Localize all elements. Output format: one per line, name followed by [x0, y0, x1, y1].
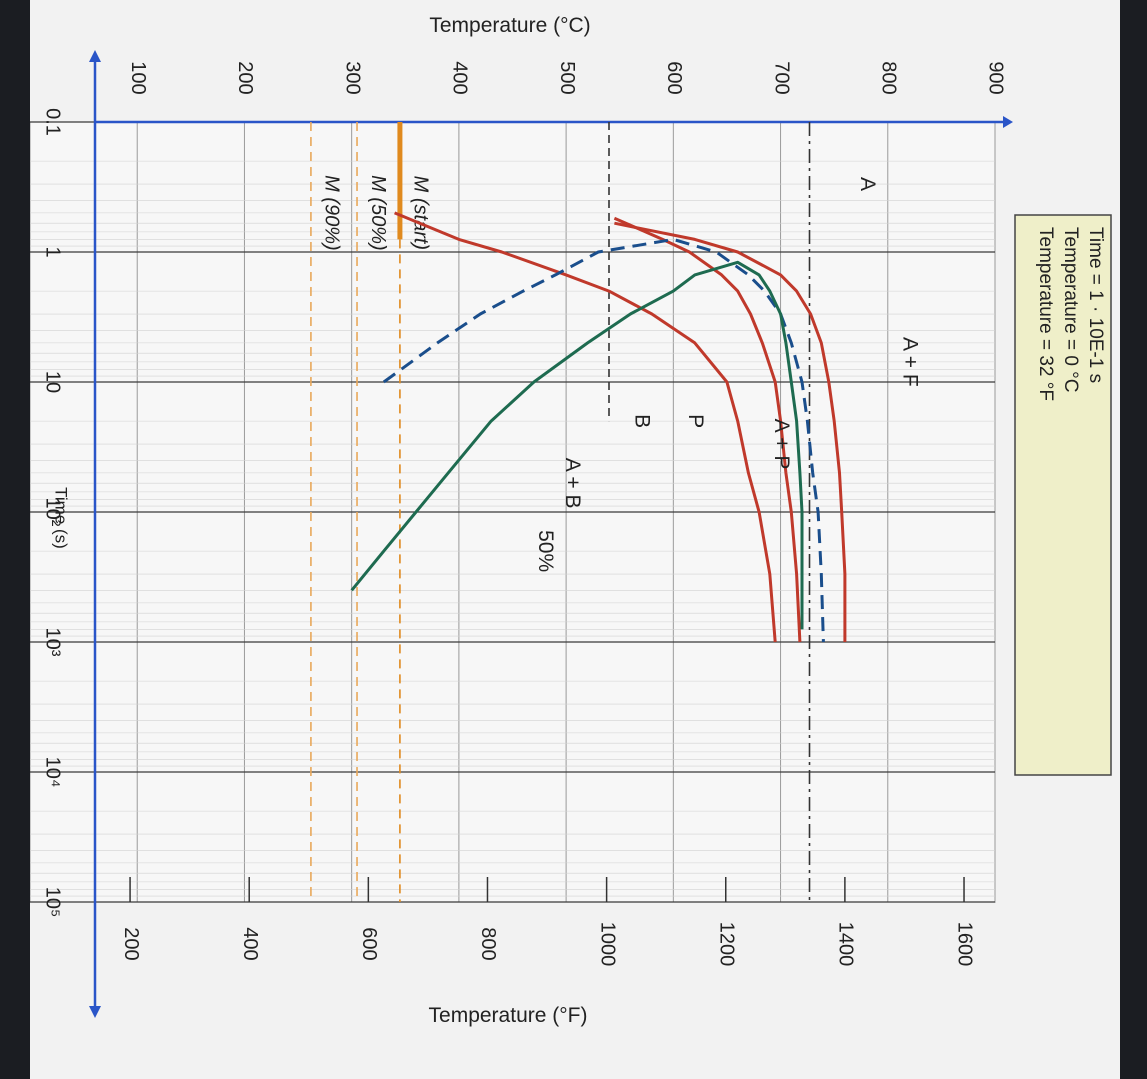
- temp-f-tick-label: 600: [358, 927, 380, 960]
- time-tick-label: 10³: [42, 628, 64, 657]
- temp-c-axis-title: Temperature (°C): [429, 14, 590, 37]
- temp-c-tick-label: 400: [449, 61, 471, 94]
- temp-f-tick-label: 1600: [954, 922, 976, 967]
- ttt-curve-4: [382, 237, 825, 643]
- ttt-curve-3: [614, 221, 847, 642]
- readout-temp-f: Temperature = 32 °F: [1035, 227, 1056, 401]
- region-label: A + B: [561, 458, 584, 509]
- region-label: B: [631, 414, 654, 428]
- time-tick-label: 10⁴: [42, 757, 64, 788]
- temp-c-tick-label: 500: [556, 61, 578, 94]
- temp-f-tick-label: 200: [120, 927, 142, 960]
- region-label: A + P: [770, 419, 793, 470]
- region-label: 50%: [534, 530, 557, 572]
- temp-f-tick-label: 400: [239, 927, 261, 960]
- temp-f-tick-label: 1400: [835, 922, 857, 967]
- ttt-curve-2: [613, 216, 802, 643]
- region-label: A: [856, 177, 879, 191]
- time-axis-arrow-top: [89, 50, 101, 62]
- m-line-label: M (50%): [367, 175, 389, 251]
- ttt-diagram-chart: 100 200 300 400 500 600 700 800 900 0.1 1 10 10² 10³ 1…: [30, 14, 1112, 1027]
- temp-c-tick-label: 900: [985, 61, 1007, 94]
- ttt-curve-5: [350, 260, 804, 630]
- temp-c-tick-label: 700: [770, 61, 792, 94]
- time-tick-label: 0.1: [42, 108, 64, 136]
- chart-screen: 100 200 300 400 500 600 700 800 900 0.1 1 10 10² 10³ 1…: [30, 0, 1120, 1079]
- m-line-label: M (start): [410, 176, 432, 250]
- readout-box: [1014, 214, 1112, 776]
- time-axis-arrow: [89, 1006, 101, 1018]
- temp-c-tick-label: 100: [127, 61, 149, 94]
- temp-f-tick-label: 800: [477, 927, 499, 960]
- time-tick-label: 10⁵: [42, 887, 64, 918]
- time-tick-label: 1: [42, 246, 64, 257]
- temp-axis-arrow: [1003, 116, 1013, 128]
- temp-f-tick-label: 1200: [715, 922, 737, 967]
- readout-time: Time = 1 · 10E-1 s: [1085, 227, 1106, 383]
- temp-c-tick-label: 800: [877, 61, 899, 94]
- readout-temp-c: Temperature = 0 °C: [1060, 227, 1081, 392]
- region-label: P: [684, 414, 707, 428]
- temp-f-tick-label: 1000: [596, 922, 618, 967]
- temp-c-tick-label: 200: [234, 61, 256, 94]
- time-tick-label: 10²: [42, 498, 64, 527]
- temp-c-tick-label: 300: [341, 61, 363, 94]
- time-tick-label: 10: [42, 371, 64, 393]
- region-label: A + F: [899, 337, 922, 387]
- time-axis-title: Time (s): [52, 487, 71, 549]
- ttt-curve-1: [394, 211, 777, 643]
- temp-f-axis-title: Temperature (°F): [429, 1004, 588, 1027]
- m-line-label: M (90%): [321, 175, 343, 251]
- temp-c-tick-label: 600: [663, 61, 685, 94]
